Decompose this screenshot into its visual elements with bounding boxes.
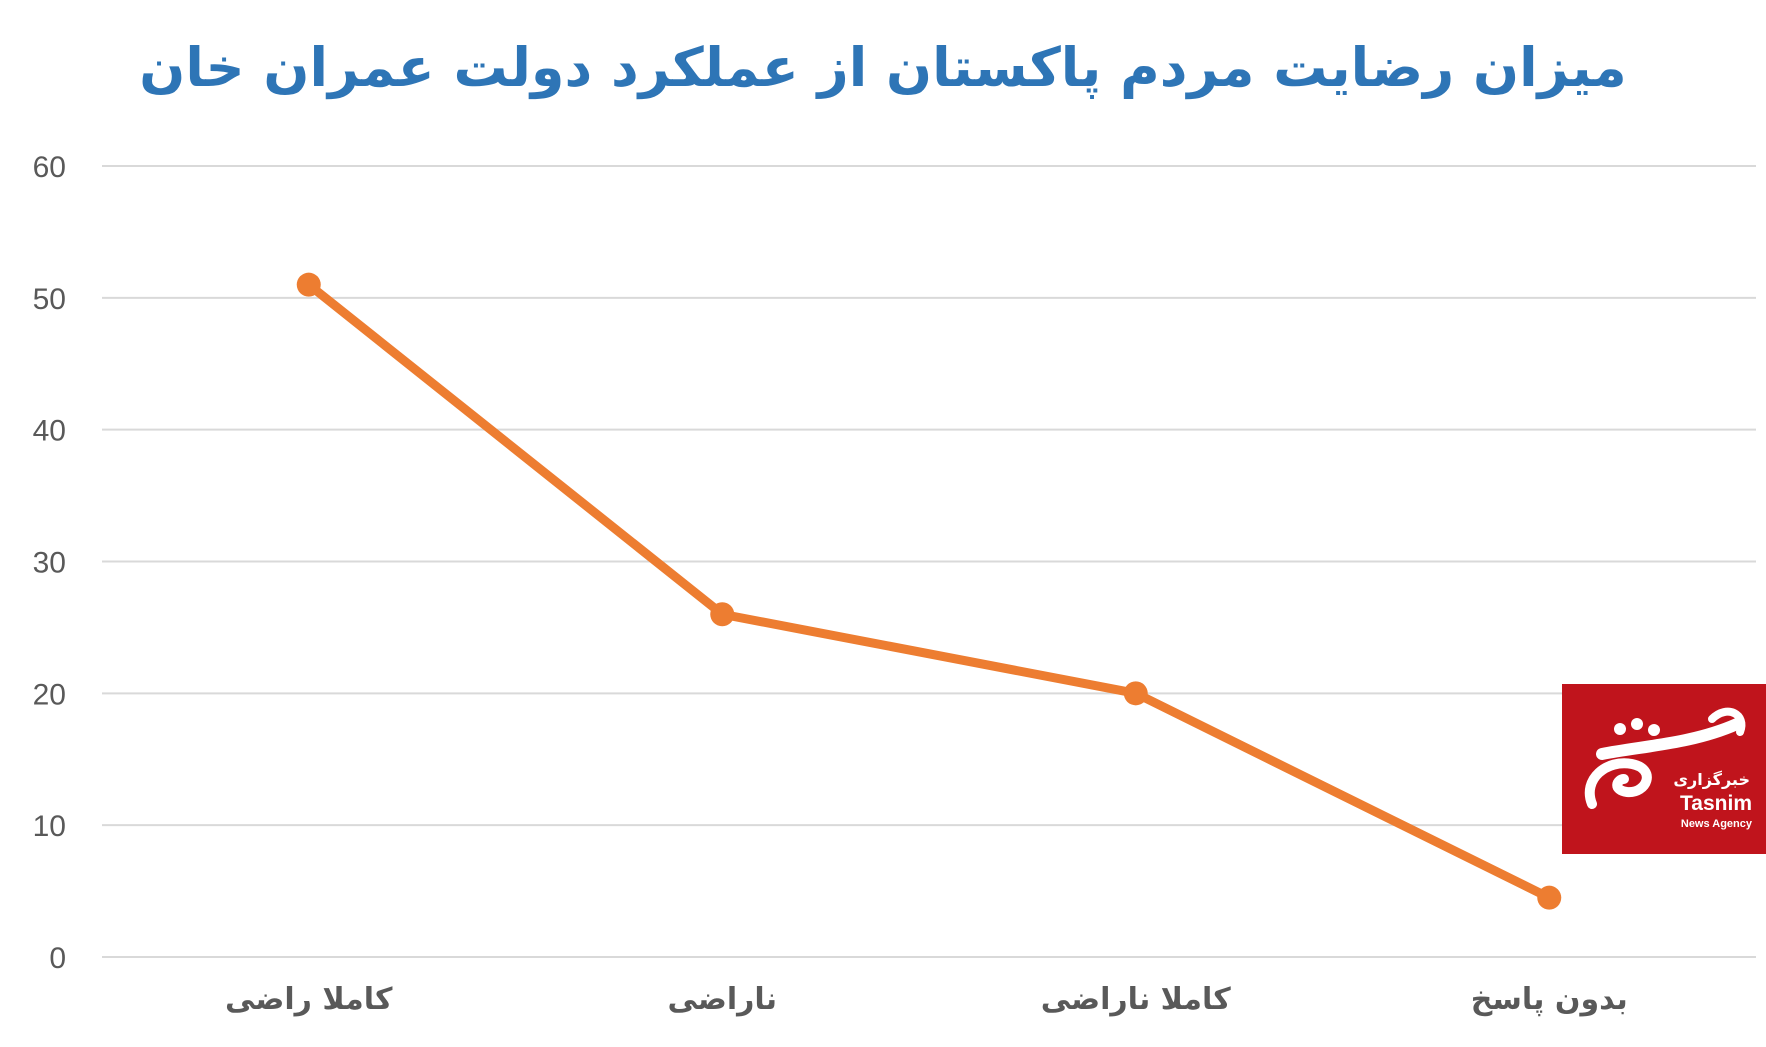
y-tick-label: 20	[33, 678, 66, 711]
data-point	[296, 272, 321, 297]
y-tick-label: 50	[33, 283, 66, 316]
data-point	[1537, 885, 1562, 910]
tasnim-logo-mark-icon	[1584, 707, 1746, 809]
chart-title: میزان رضایت مردم پاکستان از عملکرد دولت …	[139, 36, 1627, 99]
x-tick-label: بدون پاسخ	[1471, 982, 1628, 1017]
data-point	[1123, 681, 1148, 706]
y-tick-label: 40	[33, 415, 66, 448]
y-tick-label: 30	[33, 547, 66, 580]
x-tick-label: کاملا ناراضی	[1041, 982, 1231, 1017]
x-tick-label: کاملا راضی	[225, 982, 393, 1017]
logo-subtitle-text: News Agency	[1680, 818, 1752, 830]
y-tick-label: 60	[33, 151, 66, 184]
logo-english-text: Tasnim	[1680, 792, 1752, 815]
y-tick-label: 0	[49, 942, 66, 975]
tasnim-logo: خبرگزاری Tasnim News Agency	[1562, 684, 1766, 854]
x-tick-label: ناراضی	[668, 982, 777, 1017]
series-line	[304, 280, 1554, 903]
y-tick-label: 10	[33, 810, 66, 843]
data-point	[710, 602, 735, 627]
logo-persian-text: خبرگزاری	[1673, 770, 1750, 789]
